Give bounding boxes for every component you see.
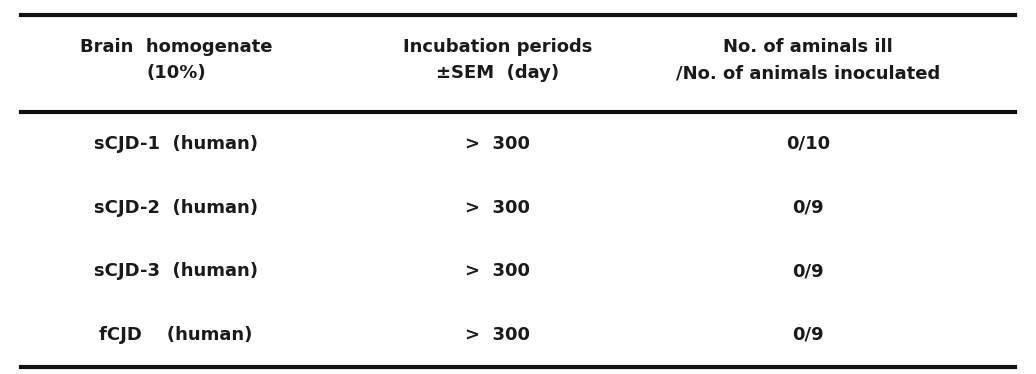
Text: 0/9: 0/9 [793, 199, 824, 217]
Text: >  300: > 300 [465, 199, 529, 217]
Text: sCJD-2  (human): sCJD-2 (human) [94, 199, 258, 217]
Text: >  300: > 300 [465, 135, 529, 153]
Text: 0/10: 0/10 [786, 135, 830, 153]
Text: Incubation periods
±SEM  (day): Incubation periods ±SEM (day) [403, 38, 592, 82]
Text: 0/9: 0/9 [793, 326, 824, 344]
Text: sCJD-3  (human): sCJD-3 (human) [94, 262, 258, 280]
Text: >  300: > 300 [465, 262, 529, 280]
Text: No. of aminals ill
/No. of animals inoculated: No. of aminals ill /No. of animals inocu… [675, 38, 941, 82]
Text: 0/9: 0/9 [793, 262, 824, 280]
Text: >  300: > 300 [465, 326, 529, 344]
Text: fCJD    (human): fCJD (human) [99, 326, 253, 344]
Text: sCJD-1  (human): sCJD-1 (human) [94, 135, 258, 153]
Text: Brain  homogenate
(10%): Brain homogenate (10%) [80, 38, 272, 82]
